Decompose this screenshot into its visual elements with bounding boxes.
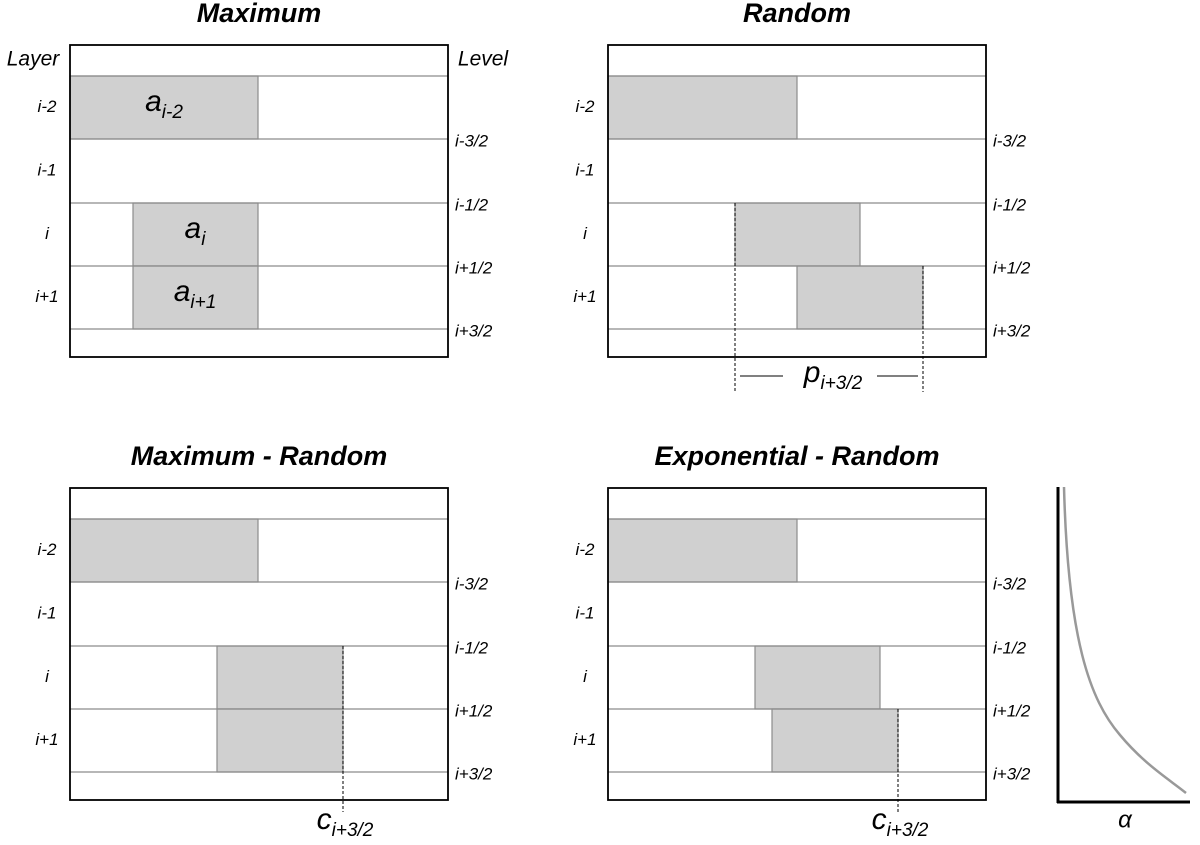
level-header: Level [458,48,510,71]
label-subscript: i [201,229,206,250]
panel-title: Random [743,0,851,28]
panel-frame [69,44,449,358]
subscript-label: ai [185,212,207,250]
layer-label: i [45,667,50,686]
subscript-label: ci+3/2 [317,803,374,841]
level-label: i+1/2 [455,701,493,720]
level-label: i+1/2 [993,258,1031,277]
cloud-box [216,708,344,773]
cloud-box [734,202,861,267]
layer-header: Layer [7,48,61,71]
level-label: i-1/2 [993,638,1027,657]
label-base: c [872,803,887,836]
layer-label: i-2 [576,540,595,559]
label-base: a [174,275,191,308]
decay-curve [1062,486,1187,794]
layer-label: i+1 [35,287,58,306]
cloud-box [771,708,899,773]
label-subscript: i+3/2 [820,373,862,394]
layer-label: i [583,667,588,686]
layer-label: i-2 [576,97,595,116]
panel-frame [69,487,449,801]
level-label: i-3/2 [455,574,489,593]
label-subscript: i+3/2 [332,820,374,841]
level-label: i-3/2 [993,131,1027,150]
layer-label: i-1 [576,160,595,179]
label-base: a [145,85,162,118]
panel-title: Exponential - Random [654,441,939,471]
cloud-box [796,265,924,330]
layer-label: i-1 [576,603,595,622]
subscript-label: ai+1 [174,275,217,313]
level-label: i-1/2 [993,195,1027,214]
layer-label: i-1 [38,160,57,179]
layer-label: i [45,224,50,243]
layer-label: i-2 [38,540,57,559]
panel-frame [607,44,987,358]
cloud-box [216,645,344,710]
level-label: i-3/2 [993,574,1027,593]
cloud-box [607,75,798,140]
level-label: i-1/2 [455,195,489,214]
cloud-box [754,645,881,710]
layer-label: i+1 [573,730,596,749]
label-subscript: i+3/2 [887,820,929,841]
panel-title: Maximum - Random [131,441,388,471]
panel-frame [607,487,987,801]
level-label: i+1/2 [455,258,493,277]
cloud-box [607,518,798,583]
subscript-label: ci+3/2 [872,803,929,841]
layer-label: i+1 [35,730,58,749]
level-label: i+3/2 [455,764,493,783]
level-label: i-3/2 [455,131,489,150]
layer-label: i+1 [573,287,596,306]
label-base: a [185,212,202,245]
panel-title: Maximum [197,0,322,28]
x-axis-label: α [1118,806,1133,833]
label-base: p [803,356,821,389]
cloud-box [69,75,259,140]
level-label: i-1/2 [455,638,489,657]
level-label: i+1/2 [993,701,1031,720]
subscript-label: ai-2 [145,85,183,123]
label-base: c [317,803,332,836]
cloud-box [69,518,259,583]
label-subscript: i+1 [190,292,216,313]
layer-label: i-1 [38,603,57,622]
label-subscript: i-2 [162,102,184,123]
subscript-label: pi+3/2 [803,356,863,394]
layer-label: i-2 [38,97,57,116]
level-label: i+3/2 [993,321,1031,340]
level-label: i+3/2 [455,321,493,340]
level-label: i+3/2 [993,764,1031,783]
layer-label: i [583,224,588,243]
cloud-box [132,202,259,267]
